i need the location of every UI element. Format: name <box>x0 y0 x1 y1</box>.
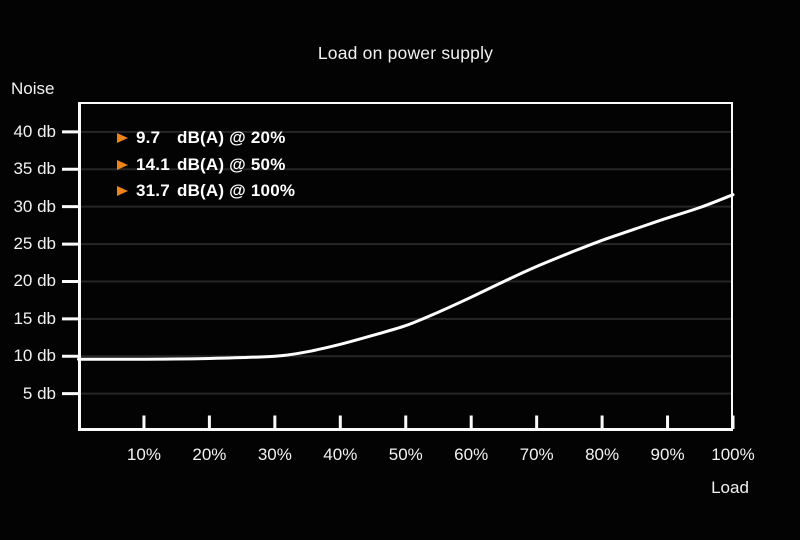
x-tick-label: 60% <box>454 445 489 464</box>
y-tick-label: 40 db <box>13 121 56 141</box>
y-tick-label: 10 db <box>13 346 56 366</box>
x-tick-label: 100% <box>711 445 755 464</box>
legend-value: 9.7 <box>136 128 161 148</box>
legend-label: dB(A) @ 50% <box>177 154 286 174</box>
y-tick-label: 30 db <box>13 196 56 216</box>
legend-label: dB(A) @ 20% <box>177 128 286 148</box>
x-axis-label: Load <box>711 478 749 497</box>
triangle-right-icon <box>117 133 128 144</box>
x-tick-label: 30% <box>257 445 292 464</box>
x-tick-label: 80% <box>585 445 620 464</box>
legend-item: 9.7 dB(A) @ 20% <box>117 125 295 152</box>
legend-value: 31.7 <box>136 181 170 201</box>
legend-item: 14.1 dB(A) @ 50% <box>117 152 295 179</box>
y-tick-label: 35 db <box>13 159 56 179</box>
triangle-right-icon <box>117 159 128 170</box>
triangle-right-icon <box>117 186 128 197</box>
x-tick-label: 40% <box>323 445 358 464</box>
y-tick-label: 15 db <box>13 308 56 328</box>
legend-item: 31.7 dB(A) @ 100% <box>117 178 295 205</box>
y-tick-label: 25 db <box>13 234 56 254</box>
chart-title: Load on power supply <box>317 43 494 63</box>
x-tick-label: 90% <box>650 445 685 464</box>
legend: 9.7 dB(A) @ 20% 14.1 dB(A) @ 50% 31.7 dB… <box>117 125 295 205</box>
x-tick-label: 20% <box>192 445 227 464</box>
y-tick-label: 5 db <box>22 383 56 403</box>
legend-value: 14.1 <box>136 154 170 174</box>
x-tick-label: 10% <box>126 445 161 464</box>
noise-vs-load-curve <box>77 193 735 361</box>
x-tick-label: 70% <box>519 445 554 464</box>
legend-label: dB(A) @ 100% <box>177 181 296 201</box>
y-axis-label: Noise <box>11 79 55 98</box>
y-tick-label: 20 db <box>13 271 56 291</box>
x-tick-label: 50% <box>388 445 423 464</box>
